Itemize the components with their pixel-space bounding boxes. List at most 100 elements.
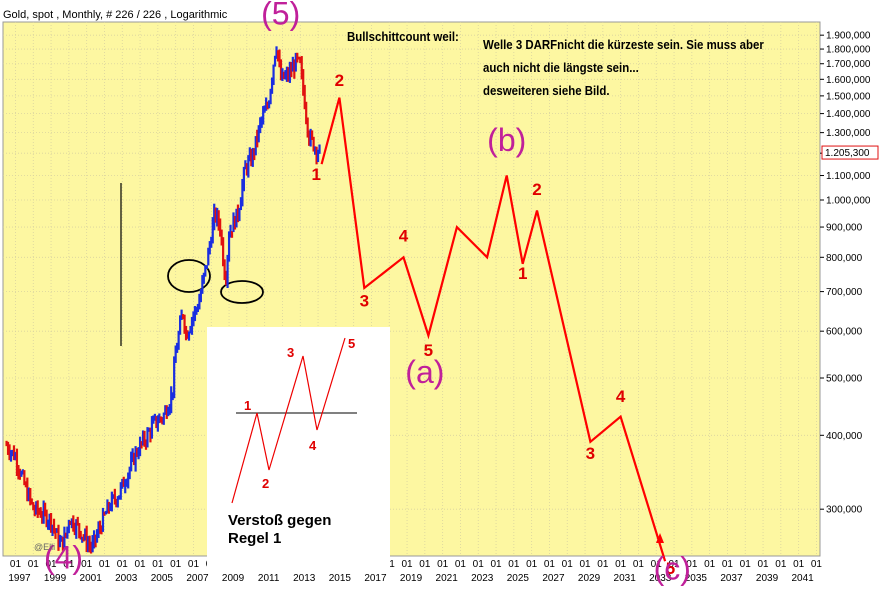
x-minor-label: 01 (775, 559, 787, 570)
wave-label: 2 (532, 180, 541, 199)
x-minor-label: 01 (28, 559, 40, 570)
x-year-label: 2017 (364, 573, 387, 584)
wave-label: 5 (666, 559, 675, 578)
x-minor-label: 01 (793, 559, 805, 570)
wave-label: 3 (586, 444, 595, 463)
y-tick-label: 1.600,000 (826, 75, 871, 86)
x-year-label: 2007 (186, 573, 209, 584)
x-minor-label: 01 (455, 559, 467, 570)
x-minor-label: 01 (651, 559, 663, 570)
note-line-1: Welle 3 DARFnicht die kürzeste sein. Sie… (483, 37, 764, 52)
x-minor-label: 01 (508, 559, 520, 570)
x-minor-label: 01 (633, 559, 645, 570)
x-minor-label: 01 (811, 559, 823, 570)
y-tick-label: 1.900,000 (826, 31, 871, 42)
x-minor-label: 01 (10, 559, 22, 570)
y-tick-label: 1.400,000 (826, 109, 871, 120)
x-minor-label: 01 (170, 559, 182, 570)
wave-label: 4 (399, 227, 409, 246)
x-year-label: 2023 (471, 573, 494, 584)
x-minor-label: 01 (668, 559, 680, 570)
y-tick-label: 700,000 (826, 287, 863, 298)
x-minor-label: 01 (490, 559, 502, 570)
x-minor-label: 01 (152, 559, 164, 570)
x-year-label: 2019 (400, 573, 423, 584)
y-tick-label: 600,000 (826, 327, 863, 338)
x-year-label: 2035 (685, 573, 708, 584)
plot-area (2, 21, 821, 557)
degree-labels: (5) (4) (a) (b) (c) (44, 0, 691, 587)
last-price-marker: 1.205,300 (821, 145, 879, 160)
annotations (120, 183, 264, 346)
inset-panel (207, 327, 390, 571)
inset-caption-line-2: Regel 1 (228, 530, 282, 547)
x-minor-label: 01 (562, 559, 574, 570)
inset-wave-line (231, 337, 346, 504)
x-year-label: 2011 (258, 573, 280, 584)
wave-projection-line (320, 97, 667, 562)
x-minor-label: 01 (544, 559, 556, 570)
price-bars (5, 46, 321, 554)
y-tick-label: 400,000 (826, 431, 863, 442)
x-year-label: 2013 (293, 573, 316, 584)
ellipse-marker-right (220, 280, 264, 304)
degree-label: (5) (261, 0, 300, 32)
x-year-label: 2021 (436, 573, 459, 584)
x-minor-label: 01 (99, 559, 111, 570)
x-minor-label: 01 (437, 559, 449, 570)
wave-label: 3 (360, 292, 369, 311)
x-year-label: 1997 (8, 573, 31, 584)
note-line-2: auch nicht die längste sein... (483, 60, 639, 75)
chart-header: Gold, spot , Monthly, # 226 / 226 , Loga… (3, 9, 228, 21)
x-minor-label: 01 (686, 559, 698, 570)
inset-label-1: 1 (244, 398, 251, 413)
inset-label-4: 4 (309, 438, 317, 453)
x-minor-label: 01 (526, 559, 538, 570)
wave-labels: 1 2 3 4 5 1 2 3 4 5 (312, 71, 676, 578)
x-year-label: 2029 (578, 573, 601, 584)
inset-label-5: 5 (348, 336, 355, 351)
x-year-label: 2025 (507, 573, 530, 584)
inset-caption: Verstoß gegen Regel 1 (228, 512, 331, 548)
x-minor-label: 01 (473, 559, 485, 570)
x-year-label: 2001 (80, 573, 103, 584)
y-tick-label: 1.100,000 (826, 171, 871, 182)
x-year-label: 2039 (756, 573, 779, 584)
note-line-3: desweiteren siehe Bild. (483, 83, 610, 98)
x-minor-label: 01 (401, 559, 413, 570)
ellipse-marker-left (167, 259, 211, 293)
projection-arrowhead (656, 533, 664, 543)
y-tick-label: 1.800,000 (826, 45, 871, 56)
y-tick-label: 800,000 (826, 253, 863, 264)
y-tick-label: 900,000 (826, 223, 863, 234)
x-minor-label: 01 (615, 559, 627, 570)
degree-label: (4) (44, 540, 83, 576)
y-tick-label: 1.000,000 (826, 196, 871, 207)
x-year-label: 2027 (542, 573, 565, 584)
x-year-label: 2015 (329, 573, 352, 584)
y-tick-label: 1.500,000 (826, 91, 871, 102)
x-minor-label: 01 (81, 559, 93, 570)
x-minor-label: 01 (419, 559, 431, 570)
wave-label: 1 (518, 264, 527, 283)
wave-label: 1 (312, 165, 321, 184)
x-minor-label: 01 (579, 559, 591, 570)
x-year-label: 2031 (614, 573, 637, 584)
x-year-label: 1999 (44, 573, 67, 584)
y-tick-label: 500,000 (826, 374, 863, 385)
x-minor-label: 01 (722, 559, 734, 570)
y-tick-label: 300,000 (826, 505, 863, 516)
x-year-label: 2037 (720, 573, 743, 584)
degree-label: (b) (487, 122, 526, 158)
inset-label-2: 2 (262, 476, 269, 491)
x-minor-label: 01 (740, 559, 752, 570)
x-minor-label: 01 (117, 559, 129, 570)
x-minor-label: 01 (704, 559, 716, 570)
y-tick-label: 1.300,000 (826, 128, 871, 139)
wave-label: 5 (424, 341, 433, 360)
last-price-label: 1.205,300 (825, 148, 870, 159)
y-tick-label: 1.700,000 (826, 59, 871, 70)
x-year-label: 2009 (222, 573, 245, 584)
x-minor-label: 01 (134, 559, 146, 570)
